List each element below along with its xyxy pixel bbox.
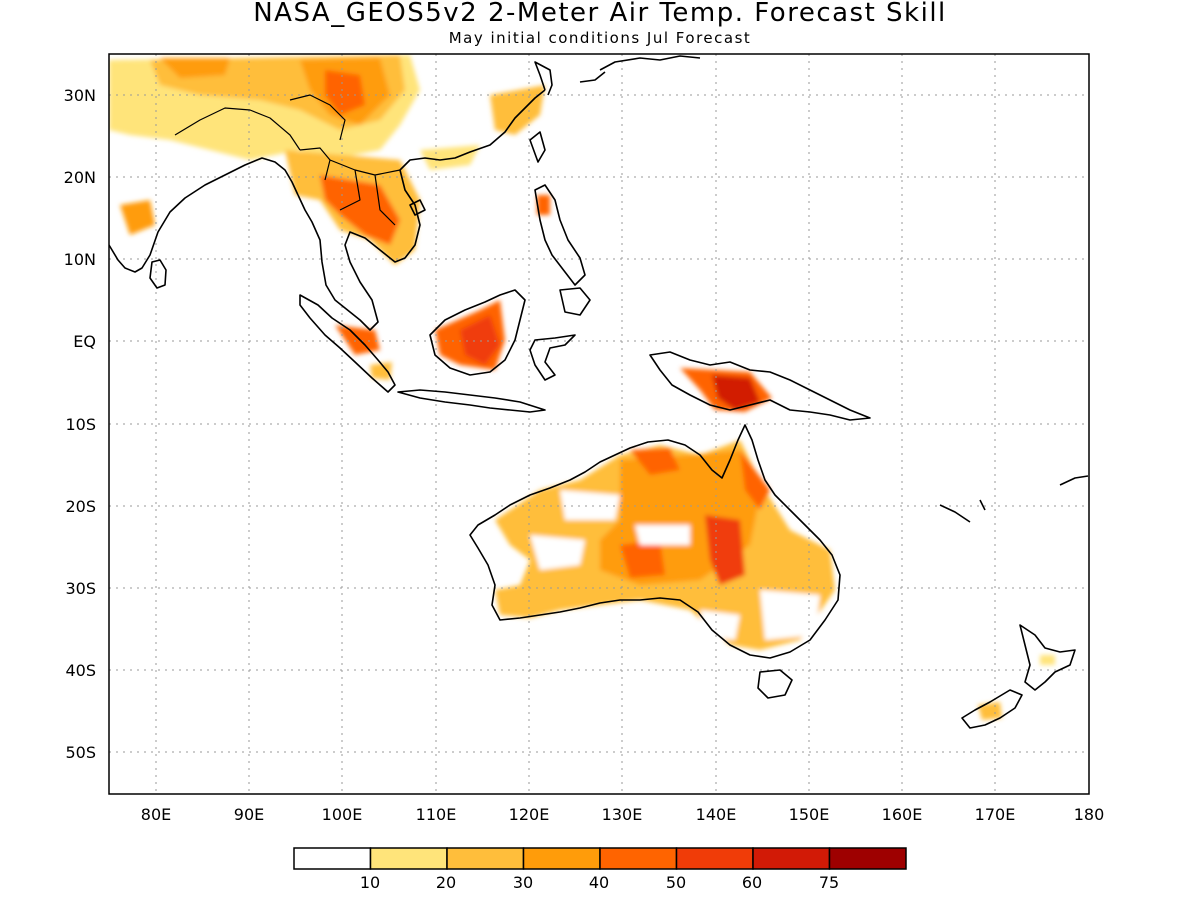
coast-nz-north [1019, 624, 1076, 691]
skill-region-new-zealand [978, 702, 1002, 720]
skill-region-new-zealand-north [1040, 655, 1055, 665]
lon-label: 100E [322, 805, 363, 824]
coast-borneo [429, 289, 526, 376]
coast-new-guinea [649, 351, 871, 421]
coast-sulawesi [529, 334, 576, 381]
coast-mindanao [559, 287, 591, 316]
colorbar-swatch [369, 847, 448, 870]
lon-label: 170E [975, 805, 1016, 824]
lon-axis: 80E 90E 100E 110E 120E 130E 140E 150E 16… [141, 805, 1105, 824]
colorbar-label: 20 [436, 873, 456, 892]
lon-label: 80E [141, 805, 171, 824]
lon-label: 140E [696, 805, 737, 824]
coastlines [109, 55, 1089, 729]
skill-hole-nt [560, 490, 620, 520]
lon-label: 110E [416, 805, 457, 824]
coast-japan [579, 55, 701, 83]
colorbar-swatch [446, 847, 525, 870]
skill-region-china-south [420, 145, 480, 170]
coast-hainan [409, 199, 426, 216]
colorbar-label: 30 [513, 873, 533, 892]
skill-region-china-max [325, 70, 365, 115]
colorbar-label: 60 [742, 873, 762, 892]
colorbar-label: 75 [819, 873, 839, 892]
lon-label: 120E [509, 805, 550, 824]
lon-label: 160E [882, 805, 923, 824]
lat-label: 30N [64, 86, 96, 105]
colorbar-swatch [828, 847, 907, 870]
lon-label: 90E [234, 805, 264, 824]
lat-label: EQ [73, 332, 96, 351]
skill-region-borneo-core [460, 315, 500, 365]
lat-label: 50S [65, 743, 96, 762]
map-title: NASA_GEOS5v2 2-Meter Air Temp. Forecast … [253, 0, 947, 28]
skill-region-china-east [490, 85, 545, 135]
coast-pacific-islands [939, 475, 1089, 523]
colorbar: 10 20 30 40 50 60 75 [293, 847, 907, 892]
colorbar-swatch [599, 847, 678, 870]
colorbar-boxes [293, 847, 907, 870]
lat-label: 10N [64, 250, 96, 269]
lat-label: 10S [65, 415, 96, 434]
coast-java [397, 389, 546, 413]
skill-region-australia-central [620, 540, 665, 578]
skill-region-sumatra [335, 325, 380, 355]
lon-label: 130E [602, 805, 643, 824]
skill-region-australia-qld [740, 450, 770, 510]
skill-region-india-west [120, 200, 155, 235]
skill-region-philippines [537, 195, 550, 215]
skill-hole-nsw [760, 590, 820, 640]
skill-region-tibet [160, 58, 230, 78]
coast-sri-lanka [149, 259, 167, 289]
lat-label: 20N [64, 168, 96, 187]
lat-axis: 30N 20N 10N EQ 10S 20S 30S 40S 50S [64, 86, 96, 762]
skill-shading [109, 55, 1055, 720]
skill-hole-sa [635, 525, 690, 545]
coast-australia [469, 424, 841, 659]
gridlines [109, 54, 1089, 794]
skill-region-java-patch [370, 362, 392, 380]
lat-label: 40S [65, 661, 96, 680]
skill-region-indochina-core [320, 175, 400, 245]
map-subtitle: May initial conditions Jul Forecast [448, 29, 752, 47]
coast-philippines [534, 184, 586, 286]
colorbar-label: 40 [589, 873, 609, 892]
skill-hole-vic [700, 610, 740, 640]
plot-frame [108, 53, 1090, 795]
coast-korea [534, 61, 553, 96]
coast-india [109, 157, 299, 273]
coast-taiwan [529, 131, 546, 163]
skill-region-australia-east [630, 448, 680, 475]
colorbar-swatch [752, 847, 831, 870]
skill-region-australia-core [705, 515, 745, 585]
colorbar-swatch [675, 847, 754, 870]
colorbar-label: 10 [360, 873, 380, 892]
lat-label: 30S [65, 579, 96, 598]
coast-indochina [297, 89, 546, 331]
colorbar-labels: 10 20 30 40 50 60 75 [360, 873, 839, 892]
colorbar-label: 50 [666, 873, 686, 892]
skill-hole-wa [530, 535, 585, 570]
skill-region-new-guinea-core [712, 375, 760, 410]
coast-tasmania [757, 669, 793, 699]
colorbar-swatch [293, 847, 372, 870]
lon-label: 150E [789, 805, 830, 824]
lon-label: 180 [1074, 805, 1105, 824]
colorbar-swatch [522, 847, 601, 870]
country-borders [174, 94, 401, 226]
coast-nz-south [961, 689, 1023, 729]
coast-sumatra [299, 294, 396, 393]
lat-label: 20S [65, 497, 96, 516]
